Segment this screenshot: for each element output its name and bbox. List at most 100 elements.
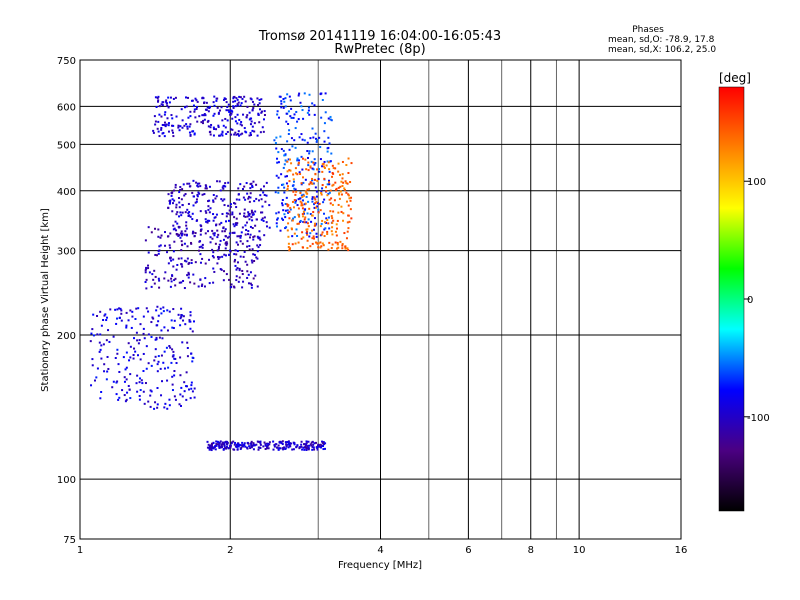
data-point [163,113,166,116]
data-point [259,131,262,134]
data-point [205,211,208,214]
data-point [160,234,163,237]
data-point [336,243,339,246]
data-point [336,219,339,222]
data-point [205,101,208,104]
data-point [139,389,142,392]
data-point [293,113,296,116]
data-point [189,397,192,400]
data-point [253,200,256,203]
data-point [223,198,226,201]
data-point [139,377,142,380]
data-point [347,204,350,207]
data-point [305,221,308,224]
data-point [286,209,289,212]
data-point [215,444,218,447]
data-point [252,106,255,109]
data-point [193,396,196,399]
data-point [212,219,215,222]
data-point [206,446,209,449]
data-point [324,447,327,450]
data-point [260,111,263,114]
data-point [129,397,132,400]
data-point [268,443,271,446]
data-point [209,105,212,108]
data-point [312,446,315,449]
data-point [157,360,160,363]
data-point [233,216,236,219]
data-point [156,406,159,409]
data-point [314,198,317,201]
data-point [326,183,329,186]
data-point [261,217,264,220]
data-point [249,192,252,195]
data-point [309,181,312,184]
data-point [112,380,115,383]
data-point [277,211,280,214]
data-point [118,370,121,373]
data-point [185,105,188,108]
data-point [304,446,307,449]
data-point [158,336,161,339]
data-point [232,100,235,103]
data-point [174,96,177,99]
data-point [267,447,270,450]
data-point [243,250,246,253]
data-point [103,370,106,373]
data-point [277,176,280,179]
data-point [165,346,168,349]
data-point [156,403,159,406]
data-point [337,203,340,206]
data-point [288,169,291,172]
data-point [149,405,152,408]
data-point [241,188,244,191]
data-point [189,314,192,317]
data-point [199,233,202,236]
data-point [188,182,191,185]
data-point [306,445,309,448]
data-point [169,201,172,204]
data-point [136,390,139,393]
data-point [301,231,304,234]
data-point [225,273,228,276]
data-point [327,117,330,120]
data-point [285,112,288,115]
data-point [327,192,330,195]
data-point [347,157,350,160]
data-point [197,185,200,188]
data-point [258,98,261,101]
data-point [221,199,224,202]
data-point [191,218,194,221]
data-point [213,104,216,107]
data-point [155,338,158,341]
data-point [315,195,318,198]
data-point [178,129,181,132]
data-point [179,317,182,320]
data-point [161,380,164,383]
data-point [241,273,244,276]
data-point [164,125,167,128]
data-point [287,242,290,245]
data-point [173,189,176,192]
data-point [340,205,343,208]
data-point [232,106,235,109]
data-point [179,374,182,377]
data-point [311,196,314,199]
data-point [252,238,255,241]
data-point [274,443,277,446]
data-point [264,448,267,451]
data-point [289,208,292,211]
data-point [160,126,163,129]
data-point [122,356,125,359]
data-point [201,114,204,117]
data-point [157,252,160,255]
data-point [337,162,340,165]
data-point [147,400,150,403]
data-point [167,366,170,369]
data-point [350,162,353,165]
data-point [99,348,102,351]
data-point [280,183,283,186]
data-point [311,242,314,245]
data-point [191,212,194,215]
data-point [264,200,267,203]
